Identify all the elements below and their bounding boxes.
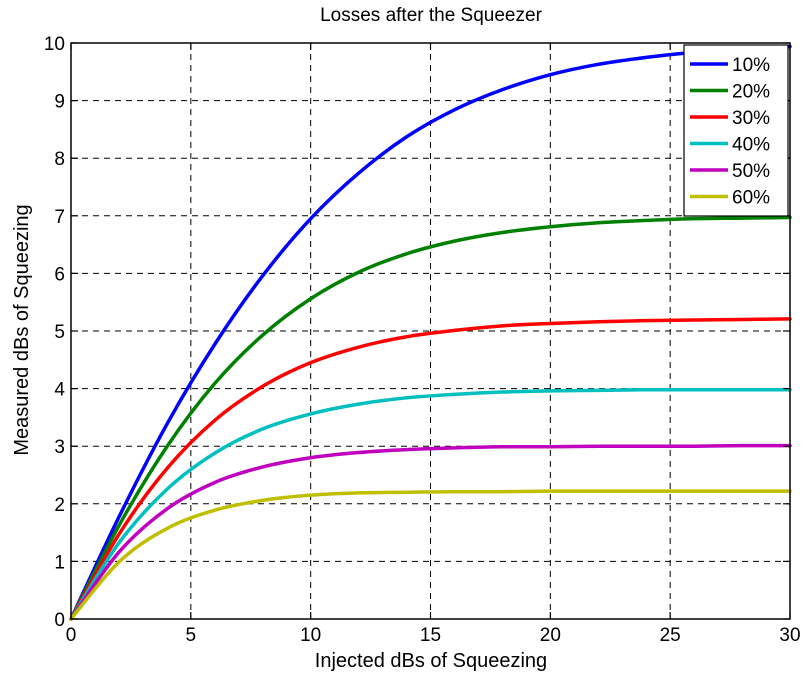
y-tick-label: 10 (44, 34, 65, 55)
y-tick-label: 8 (54, 149, 65, 170)
series-line-50pct (69, 443, 792, 621)
y-axis-label: Measured dBs of Squeezing (11, 204, 33, 455)
y-tick-labels: 0 1 2 3 4 5 6 7 8 9 10 (44, 34, 66, 631)
legend-item: 30% (690, 108, 770, 129)
series-line-30pct (69, 317, 792, 621)
series-line-40pct (69, 387, 792, 621)
series-line-60pct (69, 489, 792, 621)
x-tick-label: 10 (300, 625, 321, 646)
legend: 10% 20% 30% 40% 50% 60% (683, 44, 789, 217)
legend-box (683, 44, 789, 217)
y-tick-label: 7 (54, 207, 65, 228)
legend-label: 50% (732, 161, 770, 182)
y-tick-label: 0 (54, 610, 65, 631)
x-tick-label: 0 (66, 625, 77, 646)
y-tick-label: 9 (54, 92, 65, 113)
x-tick-label: 25 (660, 625, 681, 646)
x-axis-label: Injected dBs of Squeezing (315, 650, 547, 672)
y-tick-label: 2 (54, 495, 65, 516)
legend-label: 30% (732, 108, 770, 129)
legend-item: 50% (690, 161, 770, 182)
legend-label: 40% (732, 135, 770, 156)
chart-title: Losses after the Squeezer (320, 5, 542, 26)
x-tick-label: 30 (779, 625, 800, 646)
y-tick-label: 5 (54, 322, 65, 343)
y-tick-label: 1 (54, 552, 65, 573)
y-tick-label: 3 (54, 437, 65, 458)
y-tick-label: 6 (54, 264, 65, 285)
legend-items: 10% 20% 30% 40% 50% 60% (690, 55, 770, 209)
legend-item: 40% (690, 135, 770, 156)
series-line-10pct (69, 44, 792, 621)
legend-label: 10% (732, 55, 770, 76)
x-tick-label: 20 (540, 625, 561, 646)
legend-label: 20% (732, 82, 770, 103)
x-tick-label: 15 (420, 625, 441, 646)
legend-item: 20% (690, 82, 770, 103)
plot-area (69, 42, 792, 621)
x-tick-labels: 0 5 10 15 20 25 30 (66, 625, 801, 646)
series-line-20pct (69, 215, 792, 621)
legend-item: 10% (690, 55, 770, 76)
legend-item: 60% (690, 188, 770, 209)
legend-label: 60% (732, 188, 770, 209)
series-lines (69, 44, 792, 621)
x-tick-label: 5 (186, 625, 197, 646)
y-tick-label: 4 (54, 380, 65, 401)
